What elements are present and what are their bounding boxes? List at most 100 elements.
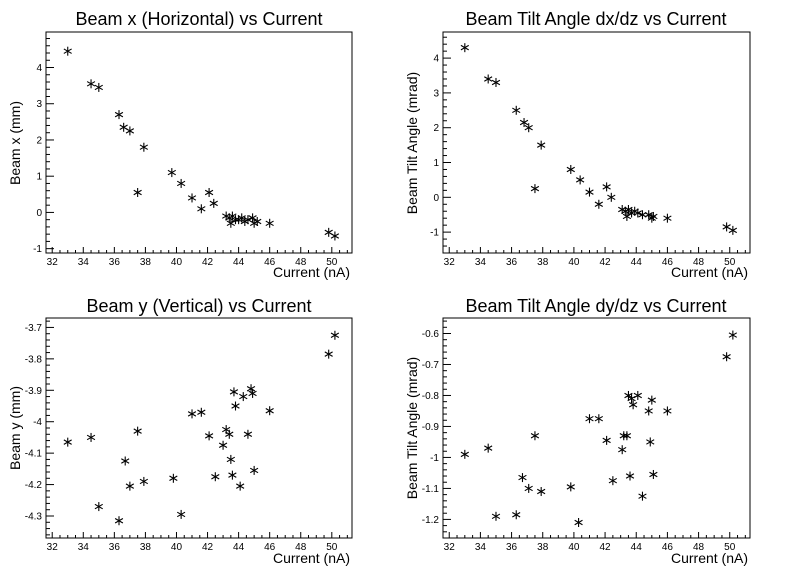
data-point: [537, 140, 546, 150]
data-point: [618, 445, 627, 455]
data-point: [512, 105, 521, 115]
data-point: [139, 142, 149, 152]
x-tick-label: 34: [475, 257, 487, 268]
data-point: [585, 187, 594, 197]
data-point: [231, 401, 240, 411]
data-point: [594, 414, 604, 424]
data-point: [119, 122, 128, 132]
data-point: [722, 352, 731, 362]
y-tick-label: -4: [33, 417, 42, 428]
x-tick-label: 32: [444, 257, 456, 268]
data-point: [169, 473, 178, 483]
y-tick-label: 3: [433, 88, 439, 99]
data-point: [602, 435, 611, 445]
x-tick-label: 42: [202, 542, 214, 553]
y-tick-label: 1: [433, 158, 439, 169]
x-tick-label: 46: [662, 542, 674, 553]
data-point: [460, 449, 469, 459]
data-point: [491, 511, 501, 521]
data-point: [226, 454, 236, 464]
y-axis-label: Beam Tilt Angle (mrad): [404, 357, 420, 499]
x-tick-label: 46: [662, 257, 674, 268]
y-tick-label: -4.2: [25, 480, 43, 491]
y-tick-label: -1.1: [422, 484, 440, 495]
x-tick-label: 48: [295, 542, 307, 553]
data-point: [663, 213, 672, 223]
data-point: [649, 469, 658, 479]
data-point: [524, 483, 533, 493]
data-point: [728, 225, 738, 235]
data-point: [249, 465, 259, 475]
y-axis-label: Beam x (mm): [7, 101, 23, 185]
x-tick-label: 40: [568, 257, 580, 268]
data-point: [265, 218, 274, 228]
y-tick-label: -0.8: [422, 391, 440, 402]
chart-title: Beam Tilt Angle dy/dz vs Current: [465, 296, 726, 316]
chart-panel-3: Beam y (Vertical) vs Current Current (nA)…: [7, 296, 353, 566]
x-tick-label: 34: [78, 542, 90, 553]
data-point: [139, 476, 149, 486]
data-point: [187, 193, 197, 203]
x-tick-label: 50: [724, 257, 736, 268]
data-point: [239, 392, 248, 402]
data-point: [519, 117, 529, 127]
data-point: [176, 509, 186, 519]
data-point: [585, 414, 594, 424]
data-point: [608, 476, 618, 486]
x-tick-label: 40: [171, 257, 183, 268]
x-tick-label: 42: [600, 257, 612, 268]
data-point: [625, 471, 635, 481]
x-tick-label: 48: [693, 257, 705, 268]
x-tick-label: 36: [109, 542, 121, 553]
data-point: [211, 472, 220, 482]
data-point: [125, 126, 135, 136]
y-tick-label: 1: [36, 172, 42, 183]
y-tick-label: -1: [430, 228, 439, 239]
y-tick-label: -3.9: [25, 386, 43, 397]
y-tick-label: -0.6: [422, 329, 440, 340]
data-point: [566, 164, 575, 174]
y-tick-label: -1.2: [422, 515, 440, 526]
data-point: [602, 182, 611, 192]
data-point: [663, 406, 672, 416]
x-tick-label: 40: [171, 542, 183, 553]
data-point: [530, 431, 540, 441]
data-point: [574, 518, 583, 528]
data-point: [324, 227, 333, 237]
y-tick-label: -4.1: [25, 449, 43, 460]
x-tick-label: 46: [264, 257, 276, 268]
data-point: [638, 491, 647, 501]
data-point: [86, 432, 96, 442]
data-point: [622, 431, 632, 441]
data-point: [722, 222, 731, 232]
y-tick-label: 2: [433, 123, 439, 134]
chart-title: Beam x (Horizontal) vs Current: [75, 9, 322, 29]
data-point: [491, 77, 501, 87]
data-point: [484, 443, 493, 453]
x-tick-label: 48: [295, 257, 307, 268]
data-point: [133, 426, 142, 436]
x-tick-label: 36: [109, 257, 121, 268]
data-point: [248, 213, 257, 223]
x-tick-label: 50: [724, 542, 736, 553]
data-point: [647, 395, 656, 405]
data-point: [460, 43, 469, 53]
x-tick-label: 34: [78, 257, 90, 268]
x-tick-label: 32: [47, 257, 59, 268]
x-tick-label: 32: [47, 542, 59, 553]
y-axis-label: Beam y (mm): [7, 386, 23, 470]
data-point: [94, 502, 103, 512]
data-point: [530, 184, 540, 194]
chart-panel-4: Beam Tilt Angle dy/dz vs Current Current …: [404, 296, 751, 566]
data-point: [253, 216, 262, 226]
x-tick-label: 34: [475, 542, 487, 553]
data-point: [63, 437, 72, 447]
data-point: [86, 79, 96, 89]
chart-title: Beam Tilt Angle dx/dz vs Current: [465, 9, 726, 29]
y-tick-label: -3.7: [25, 323, 43, 334]
data-point: [204, 431, 214, 441]
data-point: [229, 387, 239, 397]
data-point: [524, 123, 533, 133]
y-tick-label: -3.8: [25, 354, 43, 365]
